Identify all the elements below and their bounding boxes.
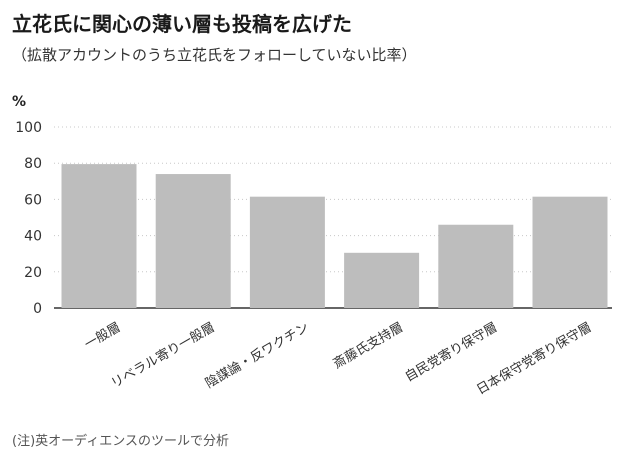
- bar: [532, 196, 608, 308]
- x-tick-label: 一般層: [82, 319, 124, 352]
- bar: [61, 164, 137, 308]
- chart-subtitle: （拡散アカウントのうち立花氏をフォローしていない比率）: [12, 46, 417, 64]
- bar: [155, 174, 231, 308]
- bar: [344, 252, 420, 308]
- x-tick-label: リベラル寄り一般層: [108, 319, 217, 391]
- y-tick-label: 20: [24, 265, 42, 281]
- y-tick-label: 40: [24, 229, 42, 245]
- x-tick-label: 自民党寄り保守層: [402, 319, 500, 385]
- chart-title: 立花氏に関心の薄い層も投稿を広げた: [12, 12, 352, 36]
- x-tick-label: 斎藤氏支持層: [330, 319, 406, 372]
- bar-layer: [61, 164, 608, 308]
- grid-layer: 0 20 40 60 80 100: [15, 120, 612, 317]
- footnote: (注)英オーディエンスのツールで分析: [12, 434, 229, 449]
- y-tick-label: 60: [24, 192, 42, 208]
- bar: [249, 196, 325, 308]
- x-tick-label: 陰謀論・反ワクチン: [202, 319, 311, 391]
- y-tick-label: 100: [15, 120, 42, 136]
- y-tick-label: 0: [33, 301, 42, 317]
- y-tick-label: 80: [24, 156, 42, 172]
- bar: [438, 224, 514, 308]
- y-unit-label: %: [12, 94, 26, 110]
